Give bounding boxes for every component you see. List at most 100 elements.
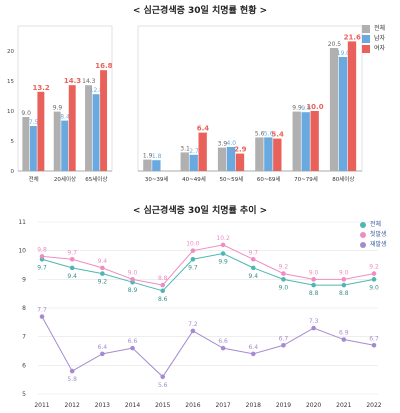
legend-swatch-total [362,25,370,33]
x-tick-label: 50~59세 [219,175,243,183]
data-point [69,368,75,374]
data-point [160,374,166,380]
legend-marker-first [360,232,366,238]
x-tick-label: 2016 [185,402,200,409]
data-point [69,256,75,262]
data-label: 5.6 [158,382,168,389]
data-point [100,271,105,276]
bar-30~39세-전체 [143,159,152,171]
bar-60~69세-남자 [264,137,273,171]
data-label: 9.0 [279,284,289,291]
data-label: 9.7 [37,264,47,271]
bar-value-label: 9.8 [301,105,311,112]
y-tick-label: 0 [11,169,15,175]
data-point [250,265,256,271]
bar-50~59세-전체 [217,147,227,171]
bar-value-label: 1.8 [152,153,162,160]
legend-item-male: 남자 [362,34,385,44]
bar-value-label: 6.4 [197,125,210,133]
y-tick-label: 10 [7,109,14,115]
x-tick-label: 2015 [155,402,170,409]
bar-60~69세-여자 [273,138,282,171]
data-label: 6.4 [248,344,258,351]
data-point [100,265,105,271]
data-point [130,345,135,351]
bar-value-label: 9.9 [292,105,302,112]
x-tick-label: 2011 [34,402,49,409]
bottom-chart-title: < 심근경색증 30일 치명률 추이 > [132,206,268,216]
legend-marker-recurrent [360,242,366,248]
data-point [341,282,347,288]
bar-70~79세-여자 [310,111,319,171]
bar-value-label: 3.1 [180,145,190,152]
x-tick-label: 65세이상 [85,175,107,183]
bar-charts-panel: 0 5 10 15 20 9.0 7.5 13.2 전체 9.9 8.4 14.3 20세이상 14.3 1… [7,25,363,183]
y-tick-label: 8 [22,305,26,312]
data-label: 9.4 [98,258,108,265]
bar-20세이상-남자 [61,120,69,171]
data-label: 8.6 [158,296,168,303]
bar-전체-남자 [29,126,37,171]
top-legend: 전체 남자 여자 [362,24,385,54]
bar-80세이상-남자 [338,57,348,171]
data-point [281,271,286,276]
legend-item-female: 여자 [362,44,385,54]
bar-value-label: 2.7 [189,148,199,155]
data-label: 9.0 [128,269,138,276]
y-tick-label: 5 [22,391,26,398]
data-point [190,328,196,334]
data-label: 8.8 [158,275,168,282]
bar-value-label: 14.3 [82,78,96,85]
x-tick-label: 70~79세 [294,175,318,183]
x-tick-label: 2018 [246,402,261,409]
y-tick-label: 9 [22,276,26,283]
data-point [190,256,196,262]
x-tick-label: 20세이상 [54,175,76,183]
data-point [371,271,377,276]
data-point [160,288,166,294]
data-point [220,242,226,248]
bar-value-label: 12.8 [90,87,104,94]
y-tick-label: 15 [7,79,14,85]
data-label: 6.7 [369,335,379,342]
data-point [220,251,226,256]
data-point [250,351,256,357]
data-label: 8.8 [309,290,319,297]
bar-value-label: 5.4 [271,131,284,139]
data-point [39,314,45,319]
data-point [130,277,135,282]
data-label: 6.9 [339,330,349,337]
data-label: 7.2 [188,321,198,328]
bar-40~49세-여자 [198,132,207,171]
x-tick-label: 2020 [306,402,321,409]
bar-value-label: 2.9 [234,146,247,154]
bar-50~59세-남자 [226,147,236,171]
data-point [311,282,316,288]
legend-swatch-male [362,35,370,43]
data-label: 6.4 [98,344,108,351]
series-line-재발생 [41,316,375,378]
y-tick-label: 6 [22,362,26,369]
x-tick-label: 2021 [336,402,351,409]
bar-value-label: 13.2 [33,84,50,92]
data-label: 6.6 [128,338,138,345]
data-label: 6.6 [218,338,228,345]
data-label: 8.8 [339,290,349,297]
bar-40~49세-전체 [180,152,189,171]
legend-item-recurrent: 재발생 [360,240,387,250]
data-point [190,248,196,253]
legend-label-male: 남자 [374,35,386,42]
x-tick-label: 60~69세 [257,175,281,183]
legend-item-total: 전체 [362,24,385,34]
bar-70~79세-남자 [301,112,310,171]
bar-80세이상-여자 [347,41,357,172]
data-label: 9.8 [37,246,47,253]
data-label: 9.2 [98,279,108,286]
data-point [160,282,166,288]
data-label: 9.7 [67,249,77,256]
bar-50~59세-여자 [235,153,245,171]
bar-65세이상-남자 [92,94,100,171]
data-label: 9.2 [279,264,289,271]
data-label: 9.4 [248,273,258,280]
